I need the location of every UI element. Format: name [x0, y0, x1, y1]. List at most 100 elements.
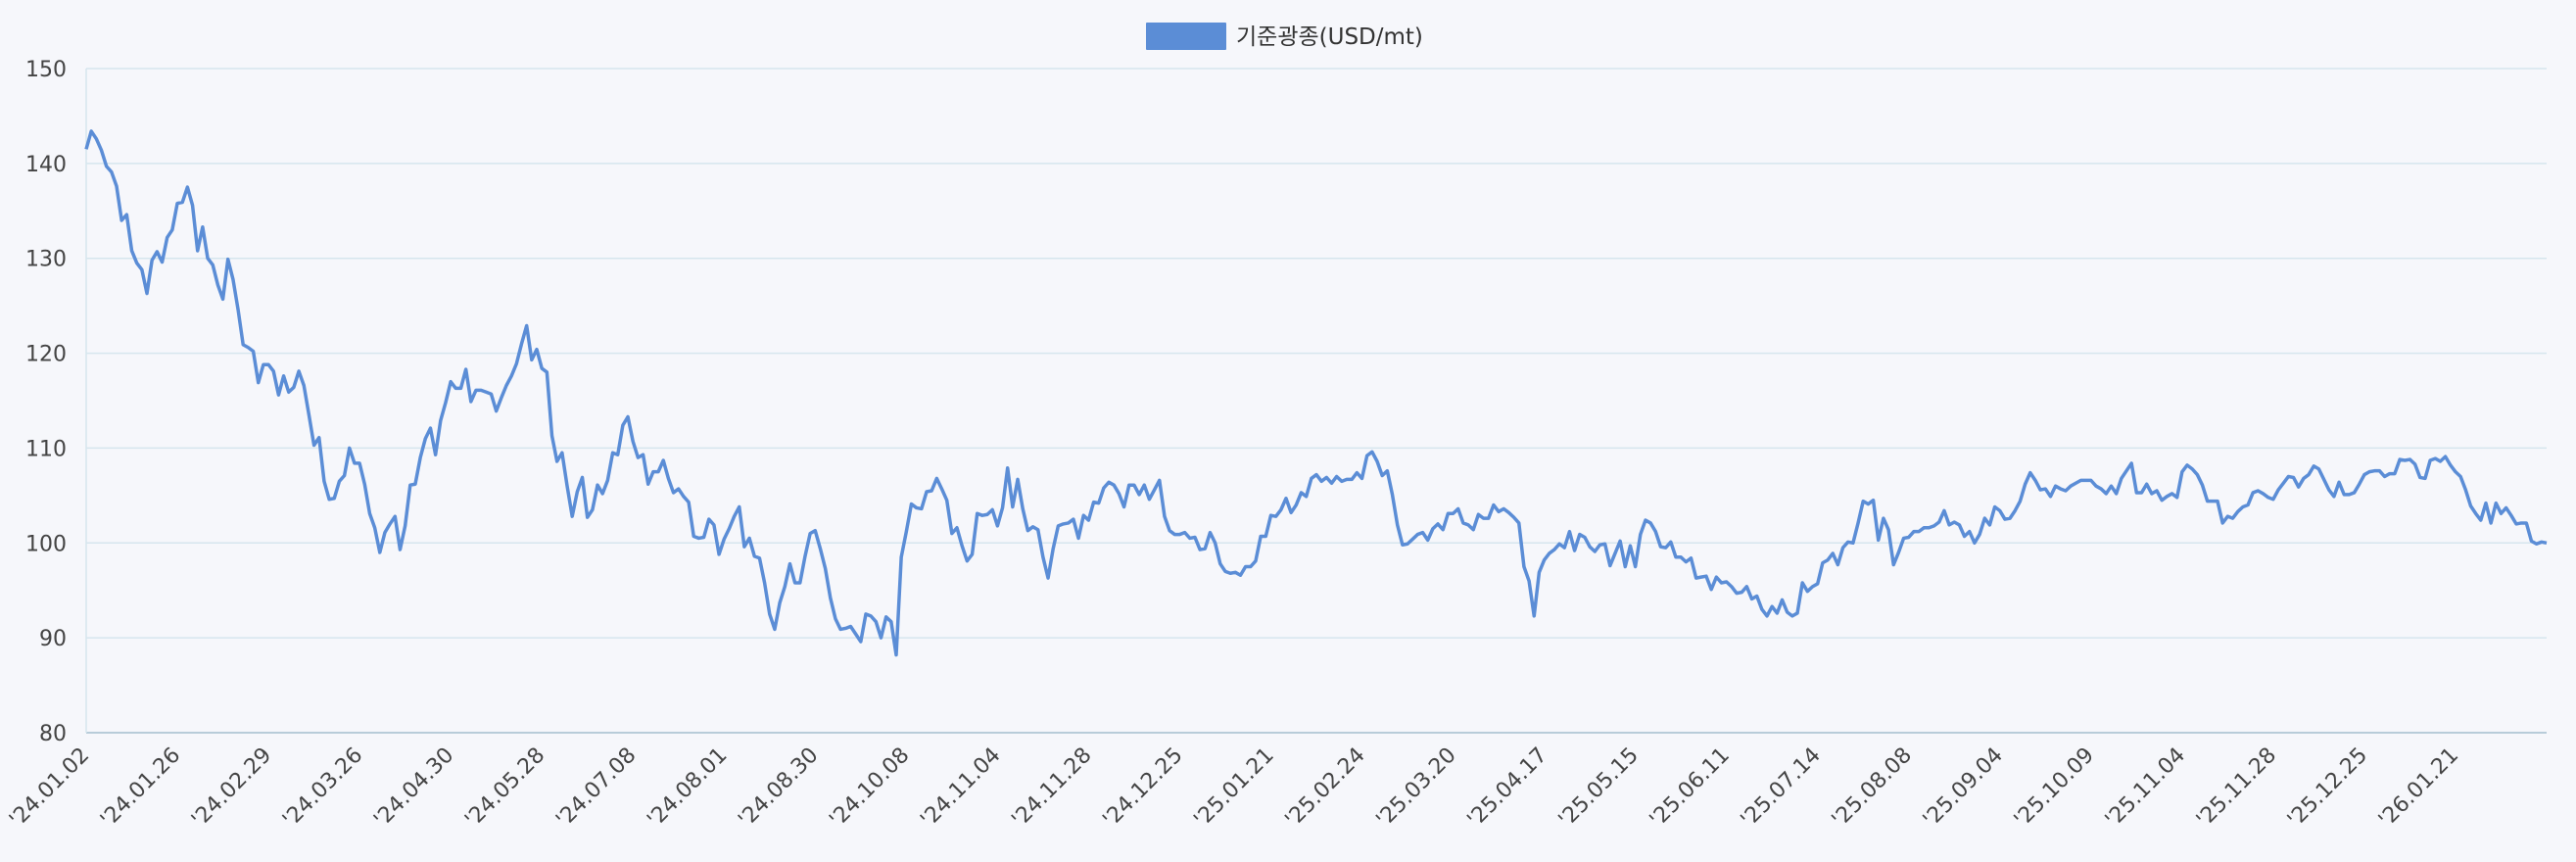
- data-point[interactable]: [2200, 482, 2206, 488]
- data-point[interactable]: [919, 505, 925, 511]
- data-point[interactable]: [1243, 564, 1249, 570]
- data-point[interactable]: [2255, 488, 2261, 494]
- data-point[interactable]: [478, 387, 484, 393]
- data-point[interactable]: [256, 380, 262, 386]
- data-point[interactable]: [123, 212, 129, 217]
- data-point[interactable]: [615, 452, 621, 457]
- data-point[interactable]: [2250, 490, 2256, 496]
- data-point[interactable]: [2534, 541, 2540, 547]
- data-point[interactable]: [1815, 581, 1821, 587]
- data-point[interactable]: [2498, 510, 2504, 516]
- data-point[interactable]: [2215, 499, 2220, 504]
- data-point[interactable]: [1304, 494, 1310, 500]
- data-point[interactable]: [1652, 529, 1658, 535]
- legend[interactable]: 기준광종(USD/mt): [1146, 23, 1423, 50]
- data-point[interactable]: [970, 551, 976, 557]
- data-point[interactable]: [2047, 494, 2053, 500]
- data-point[interactable]: [2523, 520, 2529, 526]
- data-point[interactable]: [2392, 471, 2398, 477]
- data-point[interactable]: [2478, 517, 2484, 523]
- data-point[interactable]: [2376, 468, 2382, 474]
- data-point[interactable]: [382, 530, 388, 536]
- data-point[interactable]: [392, 513, 398, 519]
- data-point[interactable]: [1840, 545, 1846, 551]
- data-point[interactable]: [792, 580, 798, 586]
- data-point[interactable]: [944, 498, 950, 503]
- data-point[interactable]: [347, 445, 353, 451]
- data-point[interactable]: [858, 639, 864, 645]
- data-point[interactable]: [1825, 557, 1831, 563]
- data-point[interactable]: [1141, 482, 1147, 488]
- data-point[interactable]: [1759, 606, 1765, 612]
- data-point[interactable]: [1739, 590, 1744, 596]
- data-point[interactable]: [149, 258, 155, 263]
- data-point[interactable]: [1126, 482, 1132, 488]
- data-point[interactable]: [701, 534, 707, 540]
- data-point[interactable]: [190, 202, 196, 208]
- data-point[interactable]: [245, 345, 251, 351]
- data-point[interactable]: [1309, 475, 1314, 481]
- data-point[interactable]: [665, 475, 671, 481]
- data-point[interactable]: [1152, 487, 1158, 493]
- data-point[interactable]: [2473, 510, 2479, 516]
- data-point[interactable]: [1414, 532, 1420, 538]
- data-point[interactable]: [1020, 505, 1026, 511]
- data-point[interactable]: [878, 635, 883, 641]
- data-point[interactable]: [1511, 514, 1517, 520]
- data-point[interactable]: [1582, 534, 1588, 540]
- data-point[interactable]: [2088, 477, 2094, 483]
- data-point[interactable]: [83, 146, 89, 152]
- data-point[interactable]: [1015, 476, 1021, 482]
- data-point[interactable]: [1780, 597, 1786, 602]
- data-point[interactable]: [984, 511, 990, 517]
- data-point[interactable]: [1071, 516, 1076, 522]
- data-point[interactable]: [559, 450, 565, 455]
- data-point[interactable]: [453, 385, 458, 391]
- data-point[interactable]: [767, 611, 773, 617]
- data-point[interactable]: [1921, 525, 1927, 531]
- data-point[interactable]: [433, 452, 439, 457]
- data-point[interactable]: [154, 249, 160, 255]
- data-point[interactable]: [1754, 594, 1760, 599]
- data-point[interactable]: [2123, 468, 2129, 474]
- data-point[interactable]: [286, 389, 292, 395]
- data-point[interactable]: [1951, 519, 1957, 525]
- data-point[interactable]: [2291, 474, 2297, 480]
- data-point[interactable]: [599, 491, 605, 497]
- data-point[interactable]: [2407, 456, 2412, 462]
- data-point[interactable]: [1010, 503, 1016, 509]
- data-point[interactable]: [883, 614, 889, 620]
- data-point[interactable]: [1835, 562, 1840, 568]
- data-point[interactable]: [1430, 526, 1436, 532]
- data-point[interactable]: [595, 482, 600, 488]
- data-point[interactable]: [1572, 548, 1578, 553]
- data-point[interactable]: [1799, 580, 1805, 586]
- data-point[interactable]: [802, 553, 808, 559]
- data-point[interactable]: [1769, 603, 1775, 609]
- data-point[interactable]: [630, 439, 636, 445]
- data-point[interactable]: [473, 387, 479, 393]
- data-point[interactable]: [412, 481, 418, 487]
- data-point[interactable]: [1627, 543, 1633, 549]
- data-point[interactable]: [184, 184, 190, 190]
- data-point[interactable]: [225, 257, 231, 263]
- data-point[interactable]: [2437, 458, 2443, 464]
- data-point[interactable]: [1794, 610, 1800, 616]
- data-point[interactable]: [1116, 491, 1121, 497]
- data-point[interactable]: [1339, 478, 1345, 484]
- data-point[interactable]: [316, 435, 322, 441]
- data-point[interactable]: [366, 510, 372, 516]
- data-point[interactable]: [1491, 503, 1497, 508]
- data-point[interactable]: [2098, 486, 2104, 492]
- data-point[interactable]: [1881, 515, 1886, 521]
- data-point[interactable]: [1334, 473, 1340, 479]
- data-point[interactable]: [569, 513, 575, 519]
- data-point[interactable]: [1734, 591, 1740, 597]
- data-point[interactable]: [2275, 487, 2281, 493]
- data-point[interactable]: [1379, 473, 1385, 479]
- data-point[interactable]: [2518, 520, 2524, 526]
- data-point[interactable]: [2493, 501, 2499, 506]
- data-point[interactable]: [2366, 469, 2372, 475]
- data-point[interactable]: [2063, 488, 2069, 494]
- data-point[interactable]: [751, 553, 757, 559]
